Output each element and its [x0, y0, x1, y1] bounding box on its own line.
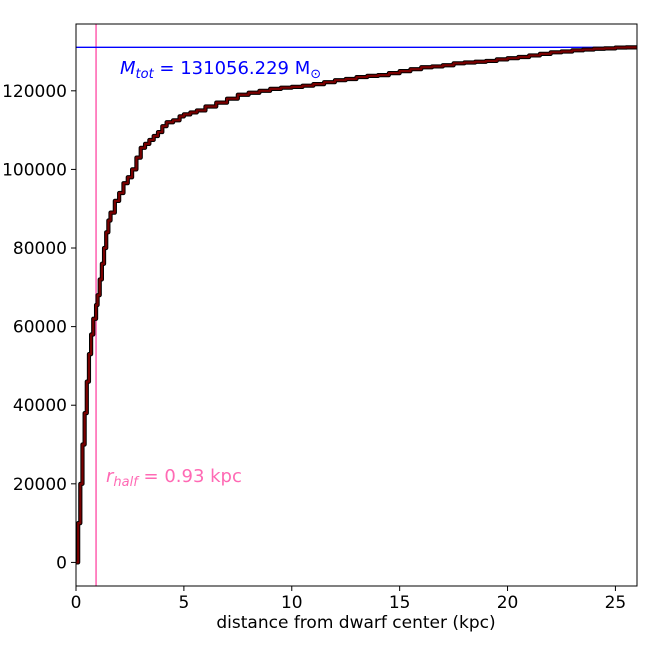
mtot-value: = 131056.229 M: [154, 58, 311, 79]
x-tick-label: 5: [178, 593, 189, 613]
x-tick-label: 15: [389, 593, 411, 613]
rhalf-value: = 0.93 kpc: [138, 466, 242, 487]
half-radius-annotation: rhalf = 0.93 kpc: [106, 466, 242, 490]
total-mass-annotation: Mtot = 131056.229 M⊙: [120, 58, 321, 82]
x-tick-label: 20: [497, 593, 519, 613]
y-tick-label: 120000: [2, 82, 67, 102]
x-axis-label: distance from dwarf center (kpc): [216, 613, 495, 633]
series-line-0: [76, 46, 637, 564]
y-tick-label: 20000: [13, 475, 67, 495]
y-tick-label: 40000: [13, 396, 67, 416]
y-tick-label: 100000: [2, 160, 67, 180]
y-tick-label: 60000: [13, 318, 67, 338]
x-tick-label: 25: [605, 593, 627, 613]
sun-symbol: ⊙: [310, 67, 321, 82]
y-tick-label: 0: [56, 553, 67, 573]
plot-area: [76, 24, 637, 586]
x-axis-ticks: 0 5 10 15 20 25: [71, 586, 627, 613]
y-tick-label: 80000: [13, 239, 67, 259]
rhalf-symbol: r: [106, 466, 115, 487]
mtot-subscript: tot: [136, 67, 155, 82]
y-axis-ticks: 0 20000 40000 60000 80000 100000 120000: [2, 82, 76, 573]
mtot-symbol: M: [120, 58, 136, 79]
axes-frame: [75, 23, 638, 587]
rhalf-subscript: half: [113, 475, 140, 490]
x-tick-label: 10: [281, 593, 303, 613]
x-tick-label: 0: [71, 593, 82, 613]
